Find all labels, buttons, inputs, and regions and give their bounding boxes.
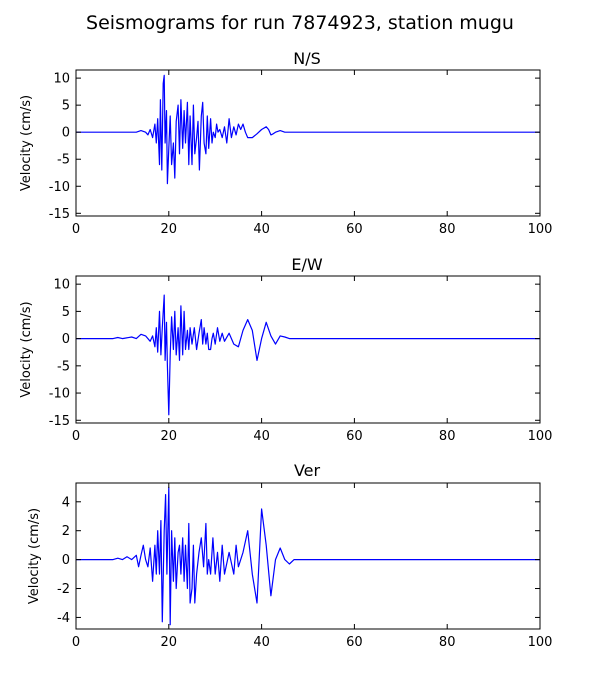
x-tick-label: 40	[253, 222, 270, 237]
x-tick-label: 100	[528, 222, 553, 237]
x-tick-label: 40	[253, 429, 270, 444]
y-tick-label: 5	[62, 99, 70, 114]
axes-frame	[75, 482, 541, 630]
panel-ns: N/S Velocity (cm/s) 0 20 40 60 80 100 10 5 0 -5 -1…	[19, 49, 552, 237]
x-tick-label: 80	[439, 635, 456, 650]
y-tick-label: 2	[62, 524, 70, 539]
y-tick-label: -4	[57, 611, 70, 626]
y-tick-label: -10	[49, 387, 70, 402]
x-tick-label: 0	[72, 635, 80, 650]
x-tick-label: 100	[528, 635, 553, 650]
x-tick-label: 60	[346, 635, 363, 650]
plot-area: 0 20 40 60 80 100 10 5 0 -5 -10 -15	[49, 69, 553, 237]
x-tick-label: 20	[161, 222, 178, 237]
panel-title: N/S	[293, 49, 321, 68]
x-tick-label: 80	[439, 222, 456, 237]
axes-frame	[75, 275, 541, 424]
x-tick-label: 20	[161, 635, 178, 650]
y-tick-label: -5	[57, 153, 70, 168]
x-tick-label: 60	[346, 222, 363, 237]
y-axis-label: Velocity (cm/s)	[19, 301, 34, 397]
velocity-trace	[76, 486, 540, 626]
y-tick-label: -2	[57, 582, 70, 597]
x-tick-label: 0	[72, 222, 80, 237]
y-tick-label: 0	[62, 126, 70, 141]
panel-title: Ver	[294, 461, 321, 480]
y-tick-label: 10	[53, 278, 70, 293]
x-tick-label: 40	[253, 635, 270, 650]
velocity-trace	[76, 74, 540, 185]
axes-frame	[75, 69, 541, 217]
y-tick-label: 0	[62, 553, 70, 568]
x-tick-label: 80	[439, 429, 456, 444]
y-tick-label: -15	[49, 414, 70, 429]
y-tick-label: -15	[49, 207, 70, 222]
figure-title: Seismograms for run 7874923, station mug…	[86, 12, 514, 34]
y-tick-label: 0	[62, 332, 70, 347]
y-tick-label: -10	[49, 180, 70, 195]
y-axis-label: Velocity (cm/s)	[27, 508, 42, 604]
plot-area: 0 20 40 60 80 100 10 5 0 -5 -10 -15	[49, 275, 553, 444]
velocity-trace	[76, 294, 540, 416]
y-tick-label: -5	[57, 359, 70, 374]
y-tick-label: 10	[53, 72, 70, 87]
x-tick-label: 0	[72, 429, 80, 444]
x-tick-label: 20	[161, 429, 178, 444]
y-tick-label: 4	[62, 495, 70, 510]
y-tick-label: 5	[62, 305, 70, 320]
panel-title: E/W	[291, 255, 323, 274]
x-tick-label: 100	[528, 429, 553, 444]
panel-ew: E/W Velocity (cm/s) 0 20 40 60 80 100 10 5 0 -5 -1…	[19, 255, 552, 444]
y-axis-label: Velocity (cm/s)	[19, 95, 34, 191]
x-tick-label: 60	[346, 429, 363, 444]
